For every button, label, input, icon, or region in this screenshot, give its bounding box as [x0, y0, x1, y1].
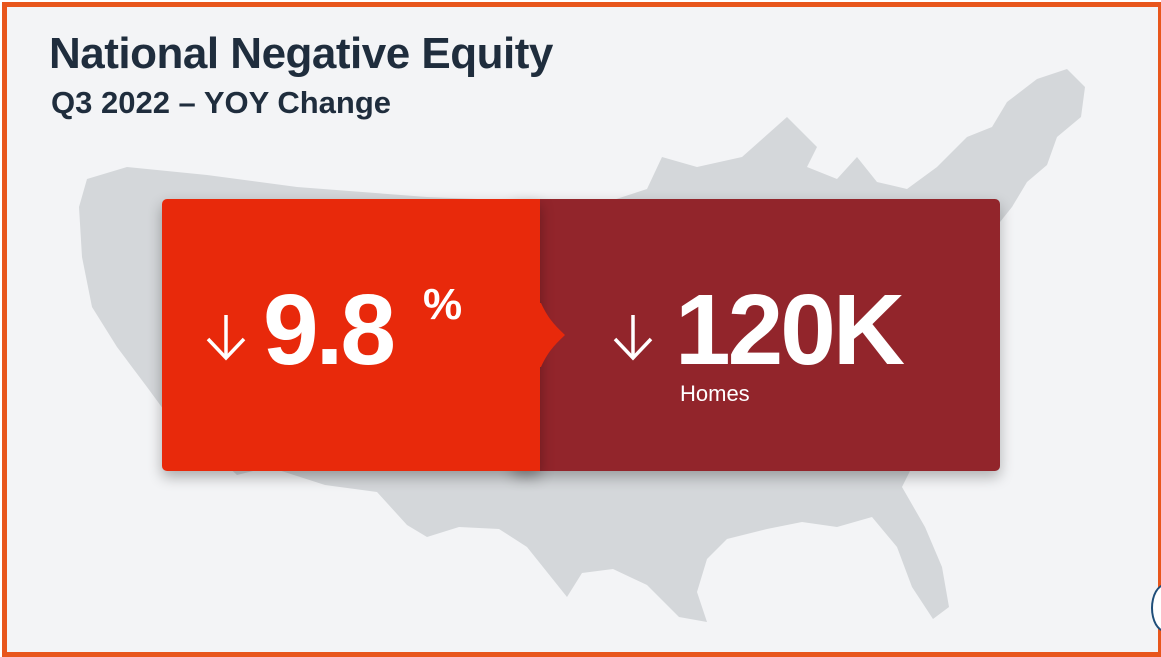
slide-subtitle: Q3 2022 – YOY Change: [51, 85, 392, 120]
down-arrow-icon: [610, 311, 656, 363]
card-divider-chevron: [535, 303, 565, 367]
down-arrow-icon: [203, 311, 249, 363]
homes-change-value: 120K: [675, 274, 905, 386]
percent-change-value: 9.8: [263, 274, 396, 386]
slide-title: National Negative Equity: [49, 29, 553, 78]
homes-change-card: [512, 199, 1000, 471]
homes-label: Homes: [680, 381, 750, 406]
percent-sign: %: [423, 280, 463, 329]
